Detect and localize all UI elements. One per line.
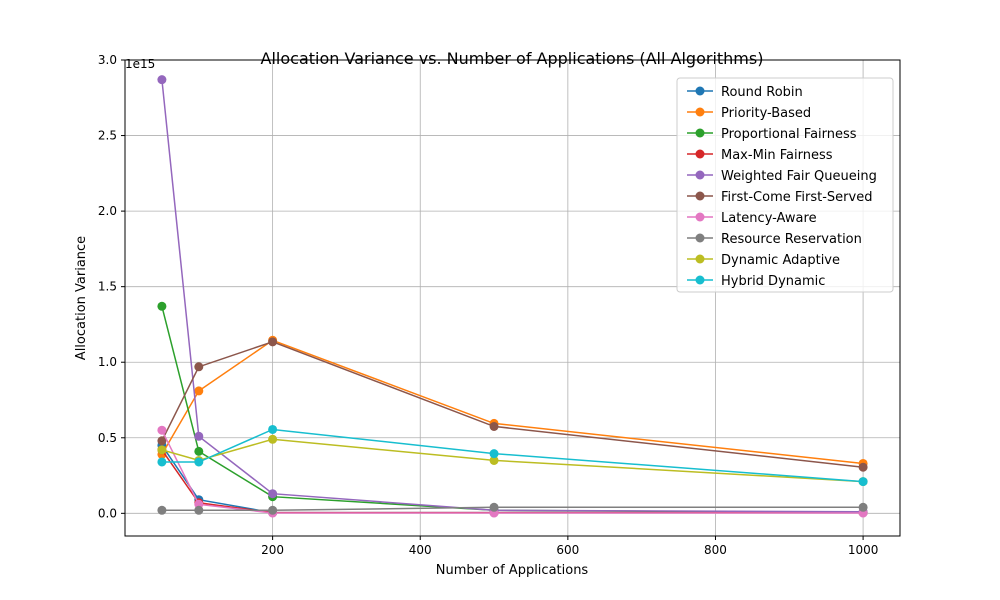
legend-swatch-marker <box>695 149 705 159</box>
legend-label: Resource Reservation <box>721 232 862 247</box>
legend-item-priority-based: Priority-Based <box>687 106 811 121</box>
data-point-hybrid-dynamic <box>157 457 167 467</box>
y-tick-label: 2.0 <box>98 204 117 218</box>
data-point-hybrid-dynamic <box>858 477 868 487</box>
legend-swatch-marker <box>695 86 705 96</box>
y-tick-label: 1.5 <box>98 280 117 294</box>
legend-swatch-marker <box>695 128 705 138</box>
legend-swatch-marker <box>695 233 705 243</box>
legend-label: Weighted Fair Queueing <box>721 169 877 184</box>
data-point-dynamic-adaptive <box>489 455 499 465</box>
legend: Round Robin Priority-Based Proportional Fa… <box>676 77 894 293</box>
x-tick-label: 1000 <box>848 543 879 557</box>
legend-item-latency-aware: Latency-Aware <box>687 211 817 226</box>
legend-item-weighted-fair-queueing: Weighted Fair Queueing <box>687 169 877 184</box>
data-point-proportional-fairness <box>194 446 204 456</box>
data-point-hybrid-dynamic <box>489 449 499 459</box>
data-point-dynamic-adaptive <box>268 434 278 444</box>
data-point-latency-aware <box>157 425 167 435</box>
legend-item-dynamic-adaptive: Dynamic Adaptive <box>687 253 840 268</box>
legend-box <box>676 77 894 293</box>
data-point-weighted-fair-queueing <box>194 431 204 441</box>
series-first-come-first-served <box>157 337 868 472</box>
x-tick-label: 600 <box>556 543 579 557</box>
legend-item-proportional-fairness: Proportional Fairness <box>687 127 857 142</box>
legend-swatch-marker <box>695 191 705 201</box>
legend-item-max-min-fairness: Max-Min Fairness <box>687 148 833 163</box>
data-point-first-come-first-served <box>194 362 204 372</box>
x-axis-label: Number of Applications <box>436 563 589 578</box>
y-tick-label: 1.0 <box>98 355 117 369</box>
legend-swatch-marker <box>695 254 705 264</box>
legend-label: Proportional Fairness <box>721 127 857 142</box>
data-point-resource-reservation <box>194 505 204 515</box>
y-axis-label: Allocation Variance <box>74 236 89 360</box>
series-hybrid-dynamic <box>157 424 868 487</box>
data-point-first-come-first-served <box>489 421 499 431</box>
y-offset-label: 1e15 <box>125 57 155 71</box>
data-point-first-come-first-served <box>157 436 167 446</box>
y-tick-label: 2.5 <box>98 129 117 143</box>
data-point-resource-reservation <box>268 505 278 515</box>
legend-label: Latency-Aware <box>721 211 817 226</box>
series-resource-reservation <box>157 502 868 515</box>
data-point-proportional-fairness <box>157 301 167 311</box>
y-tick-label: 0.5 <box>98 431 117 445</box>
data-point-hybrid-dynamic <box>194 457 204 467</box>
legend-swatch-marker <box>695 275 705 285</box>
chart-title: Allocation Variance vs. Number of Applic… <box>261 49 764 68</box>
data-point-resource-reservation <box>157 505 167 515</box>
axis-ticks: 200 400 600 800 1000 0.0 0.5 1.0 1.5 2.0 2.5 3.0 <box>98 53 878 557</box>
legend-item-round-robin: Round Robin <box>687 85 803 100</box>
data-point-priority-based <box>194 386 204 396</box>
data-point-resource-reservation <box>489 502 499 512</box>
data-point-weighted-fair-queueing <box>157 75 167 85</box>
data-point-first-come-first-served <box>858 462 868 472</box>
legend-swatch-marker <box>695 212 705 222</box>
legend-item-first-come-first-served: First-Come First-Served <box>687 190 872 205</box>
data-point-hybrid-dynamic <box>268 424 278 434</box>
legend-items: Round Robin Priority-Based Proportional Fa… <box>687 85 877 289</box>
legend-swatch-marker <box>695 170 705 180</box>
data-point-dynamic-adaptive <box>157 445 167 455</box>
data-point-resource-reservation <box>858 502 868 512</box>
legend-label: Max-Min Fairness <box>721 148 833 163</box>
legend-label: Priority-Based <box>721 106 811 121</box>
legend-swatch-marker <box>695 107 705 117</box>
series-lines <box>157 75 868 518</box>
legend-item-hybrid-dynamic: Hybrid Dynamic <box>687 274 825 289</box>
legend-label: Round Robin <box>721 85 803 100</box>
data-point-weighted-fair-queueing <box>268 489 278 499</box>
x-tick-label: 400 <box>409 543 432 557</box>
y-tick-label: 0.0 <box>98 506 117 520</box>
legend-label: First-Come First-Served <box>721 190 872 205</box>
x-tick-label: 800 <box>704 543 727 557</box>
legend-label: Dynamic Adaptive <box>721 253 840 268</box>
x-tick-label: 200 <box>261 543 284 557</box>
y-tick-label: 3.0 <box>98 53 117 67</box>
plot-area-frame <box>124 59 901 537</box>
legend-item-resource-reservation: Resource Reservation <box>687 232 862 247</box>
data-point-first-come-first-served <box>268 337 278 347</box>
legend-label: Hybrid Dynamic <box>721 274 825 289</box>
